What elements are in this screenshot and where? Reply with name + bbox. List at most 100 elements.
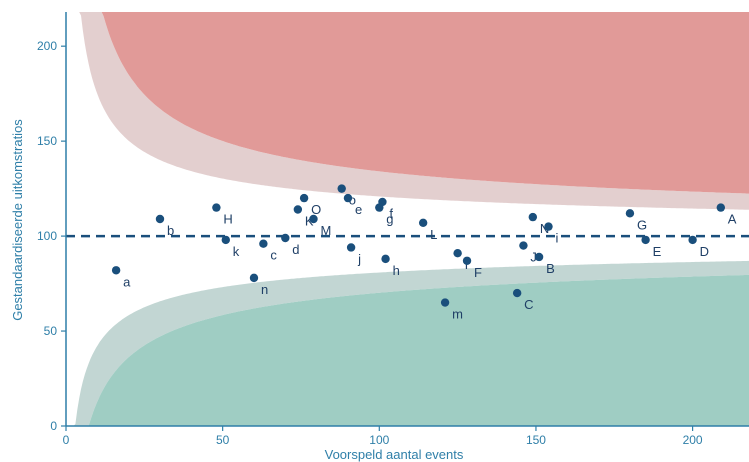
point-label: g xyxy=(386,212,393,227)
data-point-d: d xyxy=(281,233,300,257)
upper-outer-band xyxy=(67,12,749,194)
point-marker xyxy=(381,254,390,264)
data-point-G: G xyxy=(625,209,647,232)
point-marker xyxy=(111,266,121,275)
bands-layer xyxy=(67,12,749,426)
point-label: b xyxy=(167,223,174,238)
point-marker xyxy=(418,218,428,227)
point-marker xyxy=(512,288,522,298)
data-point-b: b xyxy=(155,214,174,238)
point-label: F xyxy=(474,265,482,280)
point-marker xyxy=(343,193,353,203)
data-point-K: K xyxy=(293,205,314,229)
data-point-m: m xyxy=(440,298,463,322)
x-tick-label: 100 xyxy=(369,433,389,447)
data-point-B: B xyxy=(534,252,555,276)
y-tick-label: 150 xyxy=(37,134,57,148)
point-marker xyxy=(309,214,318,224)
point-label: L xyxy=(430,227,437,242)
points-layer: abHkncdKOMoejgfhLmIFCJNBiGEDA xyxy=(111,184,737,322)
upper-inner-band xyxy=(67,12,749,210)
y-tick-label: 50 xyxy=(44,324,58,338)
point-label: f xyxy=(389,206,393,221)
lower-inner-band xyxy=(67,260,749,426)
point-label: A xyxy=(728,212,737,227)
data-point-a: a xyxy=(111,266,131,289)
point-marker xyxy=(155,214,165,224)
point-label: j xyxy=(357,251,361,266)
point-label: n xyxy=(261,282,268,297)
lower-outer-band xyxy=(67,274,749,426)
data-point-h: h xyxy=(381,254,400,278)
data-point-o: o xyxy=(337,184,356,208)
point-label: N xyxy=(540,221,549,236)
point-marker xyxy=(453,248,462,258)
data-point-j: j xyxy=(346,243,361,266)
point-label: d xyxy=(292,242,299,257)
point-marker xyxy=(299,193,309,203)
point-label: o xyxy=(349,193,356,208)
point-label: O xyxy=(311,202,321,217)
point-label: i xyxy=(555,231,558,246)
x-axis-label: Voorspeld aantal events xyxy=(325,447,464,462)
point-marker xyxy=(528,212,538,222)
point-label: c xyxy=(270,248,277,263)
point-marker xyxy=(641,235,650,245)
point-label: C xyxy=(524,297,533,312)
data-point-n: n xyxy=(249,273,268,297)
point-marker xyxy=(221,235,230,245)
y-tick-label: 0 xyxy=(50,419,57,433)
point-label: h xyxy=(393,263,400,278)
point-label: e xyxy=(355,202,362,217)
data-point-e: e xyxy=(343,193,362,217)
point-marker xyxy=(293,205,303,214)
point-label: k xyxy=(233,244,240,259)
point-marker xyxy=(249,273,259,283)
data-point-M: M xyxy=(309,214,331,238)
data-point-E: E xyxy=(641,235,662,259)
data-point-H: H xyxy=(212,203,233,227)
x-tick-label: 0 xyxy=(63,433,70,447)
point-marker xyxy=(716,203,726,212)
x-tick-label: 150 xyxy=(526,433,546,447)
data-point-L: L xyxy=(418,218,437,242)
data-point-N: N xyxy=(528,212,549,236)
x-ticks: 0 50 100 150 200 xyxy=(63,426,703,447)
data-point-F: F xyxy=(462,256,482,280)
data-point-D: D xyxy=(688,235,709,259)
data-point-i: i xyxy=(544,222,558,246)
point-label: G xyxy=(637,217,647,232)
point-marker xyxy=(440,298,450,307)
point-marker xyxy=(534,252,544,262)
point-marker xyxy=(337,184,346,193)
point-label: H xyxy=(223,212,232,227)
point-label: E xyxy=(653,244,662,259)
point-label: a xyxy=(123,274,131,289)
point-marker xyxy=(688,235,697,245)
point-label: D xyxy=(700,244,709,259)
point-marker xyxy=(519,241,528,250)
data-point-A: A xyxy=(716,203,737,227)
data-point-J: J xyxy=(519,241,537,265)
point-marker xyxy=(212,203,221,212)
data-point-O: O xyxy=(299,193,321,217)
data-point-k: k xyxy=(221,235,240,259)
point-label: K xyxy=(305,214,314,229)
point-marker xyxy=(346,243,356,252)
data-point-c: c xyxy=(259,239,277,263)
point-label: m xyxy=(452,307,463,322)
x-tick-label: 200 xyxy=(683,433,703,447)
data-point-f: f xyxy=(378,197,393,221)
x-tick-label: 50 xyxy=(216,433,230,447)
y-tick-label: 200 xyxy=(37,39,57,53)
y-tick-label: 100 xyxy=(37,229,57,243)
point-marker xyxy=(378,197,387,207)
point-marker xyxy=(462,256,472,265)
point-marker xyxy=(544,222,553,231)
point-marker xyxy=(259,239,268,248)
point-marker xyxy=(281,233,290,243)
point-marker xyxy=(625,209,635,218)
data-point-C: C xyxy=(512,288,534,312)
point-label: J xyxy=(530,250,537,265)
